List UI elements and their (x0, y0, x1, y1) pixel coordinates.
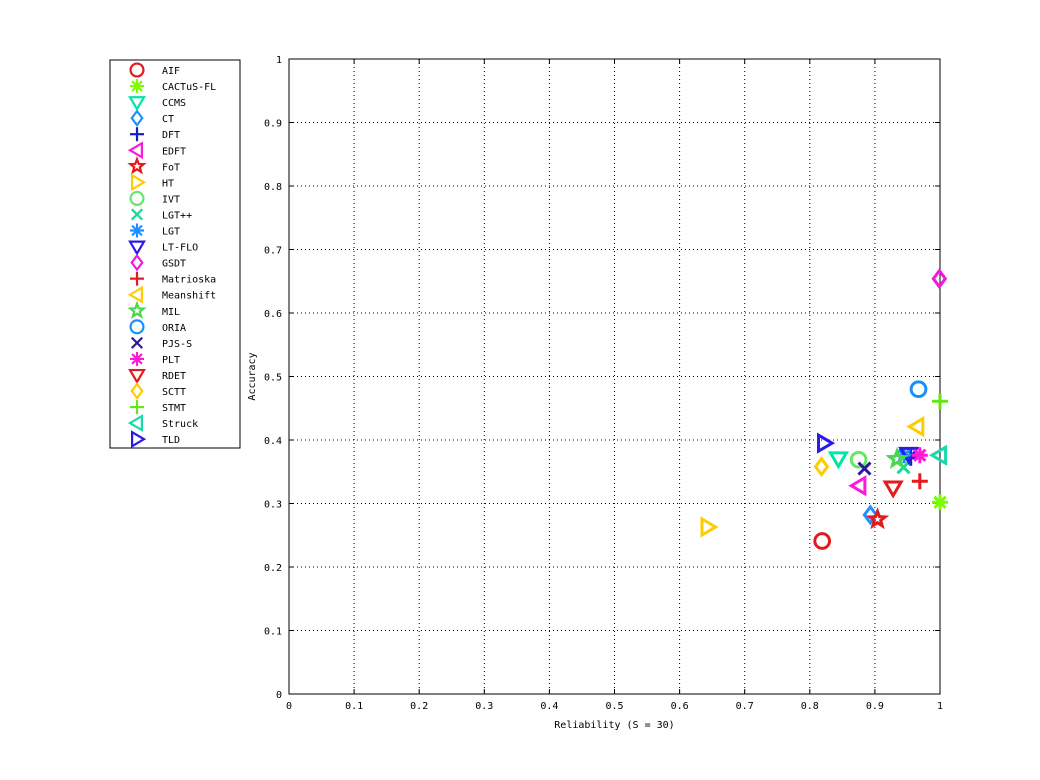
data-point (882, 480, 904, 499)
x-tick-label: 0 (286, 701, 292, 712)
legend-marker (128, 96, 146, 112)
x-tick-label: 1 (937, 701, 943, 712)
legend-label: LGT++ (162, 210, 192, 221)
legend-marker (130, 109, 144, 127)
legend-label: Matrioska (162, 275, 216, 286)
data-point (911, 473, 928, 490)
legend-label: CCMS (162, 98, 186, 109)
legend-marker (129, 319, 145, 335)
x-tick-label: 0.9 (866, 701, 884, 712)
legend-label: Meanshift (162, 291, 216, 302)
legend-marker (130, 400, 144, 415)
data-point (827, 451, 850, 470)
data-point (906, 416, 925, 438)
data-point (932, 393, 948, 410)
legend-label: IVT (162, 194, 180, 205)
x-tick-label: 0.2 (410, 701, 428, 712)
y-tick-label: 1 (276, 55, 282, 66)
legend: AIF CACTuS-FL CCMS CT DFT EDFT FoT HT IVT LGT++ LG… (109, 59, 241, 449)
data-point (885, 446, 909, 469)
legend-marker (131, 430, 147, 449)
x-tick-label: 0.5 (605, 701, 623, 712)
data-point (700, 516, 719, 538)
legend-marker (130, 127, 144, 142)
legend-label: PJS-S (162, 339, 192, 350)
legend-label: ORIA (162, 323, 186, 334)
y-tick-label: 0.5 (264, 373, 282, 384)
legend-marker (130, 351, 144, 366)
legend-marker (127, 156, 147, 175)
legend-marker (131, 173, 147, 192)
legend-marker (127, 285, 143, 304)
legend-marker (128, 240, 146, 256)
legend-marker (129, 190, 145, 206)
legend-marker (127, 141, 143, 160)
legend-label: SCTT (162, 387, 186, 398)
legend-label: FoT (162, 162, 180, 173)
data-point (911, 447, 928, 464)
grid-lines (289, 59, 940, 694)
y-tick-label: 0.9 (264, 119, 282, 130)
data-point (813, 456, 830, 478)
y-tick-label: 0.8 (264, 182, 282, 193)
legend-label: MIL (162, 307, 180, 318)
y-tick-label: 0.2 (264, 563, 282, 574)
legend-marker (130, 208, 144, 221)
data-point (929, 444, 948, 466)
y-tick-label: 0.3 (264, 500, 282, 511)
y-tick-label: 0.1 (264, 627, 282, 638)
legend-marker (130, 253, 144, 272)
x-tick-label: 0.1 (345, 701, 363, 712)
x-tick-label: 0.8 (801, 701, 819, 712)
data-point (931, 268, 948, 290)
legend-marker (130, 382, 144, 400)
plot-area (288, 58, 941, 695)
y-axis-label: Accuracy (247, 352, 258, 400)
x-tick-label: 0.3 (475, 701, 493, 712)
legend-label: HT (162, 178, 174, 189)
legend-label: RDET (162, 371, 186, 382)
legend-label: EDFT (162, 146, 186, 157)
y-tick-label: 0.6 (264, 309, 282, 320)
axis-ticks: 0 0.1 0.2 0.3 0.4 0.5 0.6 0.7 0.8 0.9 1 0 0.1 0.2 0.3 0… (264, 55, 943, 712)
data-point (813, 532, 832, 550)
legend-label: LGT (162, 227, 180, 238)
data-point (848, 475, 867, 497)
legend-label: STMT (162, 403, 186, 414)
legend-marker (128, 368, 146, 385)
x-tick-label: 0.6 (671, 701, 689, 712)
legend-box (109, 59, 241, 449)
data-point (932, 494, 948, 511)
legend-label: TLD (162, 435, 180, 446)
x-axis-label: Reliability (S = 30) (554, 720, 674, 731)
x-tick-label: 0.4 (540, 701, 558, 712)
legend-marker (130, 79, 144, 94)
x-tick-label: 0.7 (736, 701, 754, 712)
legend-marker (130, 336, 144, 349)
data-point (857, 461, 872, 476)
legend-marker (130, 223, 144, 238)
y-tick-label: 0 (276, 690, 282, 701)
legend-label: LT-FLO (162, 243, 198, 254)
data-point (817, 432, 836, 454)
y-tick-label: 0.7 (264, 246, 282, 257)
legend-marker (127, 300, 147, 319)
legend-label: AIF (162, 66, 180, 77)
legend-marker (129, 62, 145, 78)
legend-label: GSDT (162, 259, 186, 270)
y-tick-label: 0.4 (264, 436, 282, 447)
data-point (909, 380, 928, 399)
legend-label: CT (162, 114, 174, 125)
legend-label: PLT (162, 355, 180, 366)
legend-marker (130, 271, 144, 286)
data-point (862, 504, 879, 526)
data-point (865, 507, 890, 530)
data-markers (700, 268, 948, 550)
legend-label: Struck (162, 419, 198, 430)
legend-label: DFT (162, 130, 180, 141)
data-point (849, 450, 868, 469)
legend-marker (127, 414, 143, 433)
legend-label: CACTuS-FL (162, 82, 216, 93)
